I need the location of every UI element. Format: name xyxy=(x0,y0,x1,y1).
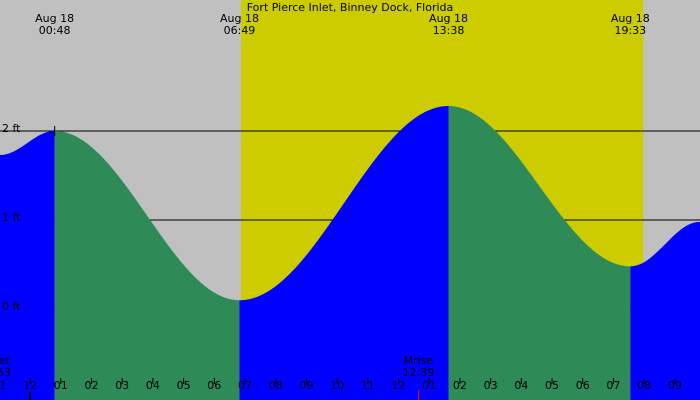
extreme-date: Aug 18 xyxy=(35,12,74,25)
x-tick-label: 01 xyxy=(54,379,68,392)
extreme-time: 06:49 xyxy=(224,24,256,37)
x-tick-label: 05 xyxy=(177,379,191,392)
x-tick-label: 07 xyxy=(238,379,252,392)
y-tick-label: 0 ft xyxy=(2,300,21,313)
x-tick-label: 12 xyxy=(392,379,406,392)
x-tick-label: 08 xyxy=(269,379,283,392)
x-tick-label: 01 xyxy=(422,379,436,392)
x-tick-label: 06 xyxy=(576,379,590,392)
x-tick-label: 07 xyxy=(606,379,620,392)
annotation-time: 53 xyxy=(0,366,11,379)
x-tick-label: 10 xyxy=(330,379,344,392)
chart-title: Fort Pierce Inlet, Binney Dock, Florida xyxy=(247,1,454,14)
x-tick-label: 09 xyxy=(299,379,313,392)
extreme-date: Aug 18 xyxy=(429,12,468,25)
x-tick-label: 03 xyxy=(484,379,498,392)
x-tick-label: 05 xyxy=(545,379,559,392)
falling-tide xyxy=(448,106,631,400)
x-tick-label: 03 xyxy=(115,379,129,392)
x-tick-label: 11 xyxy=(0,379,6,392)
x-tick-label: 04 xyxy=(146,379,160,392)
annotation-label: Mrise xyxy=(404,354,434,367)
x-tick-label: 04 xyxy=(514,379,528,392)
y-tick-label: 2 ft xyxy=(2,122,21,135)
annotation-label: et xyxy=(0,354,10,367)
falling-tide xyxy=(54,130,240,400)
x-tick-label: 11 xyxy=(361,379,375,392)
x-tick-label: 02 xyxy=(453,379,467,392)
x-tick-label: 06 xyxy=(207,379,221,392)
y-tick-label: 1 ft xyxy=(2,211,21,224)
x-tick-label: 08 xyxy=(637,379,651,392)
x-tick-label: 12 xyxy=(23,379,37,392)
rising-tide xyxy=(0,130,55,400)
annotation-time: 12:39 xyxy=(403,366,435,379)
x-tick-label: 02 xyxy=(84,379,98,392)
extreme-time: 00:48 xyxy=(39,24,71,37)
extreme-date: Aug 18 xyxy=(611,12,650,25)
extreme-time: 19:33 xyxy=(614,24,646,37)
rising-tide xyxy=(630,221,700,400)
extreme-time: 13:38 xyxy=(433,24,465,37)
x-tick-label: 09 xyxy=(668,379,682,392)
rising-tide xyxy=(239,106,449,400)
extreme-date: Aug 18 xyxy=(220,12,259,25)
